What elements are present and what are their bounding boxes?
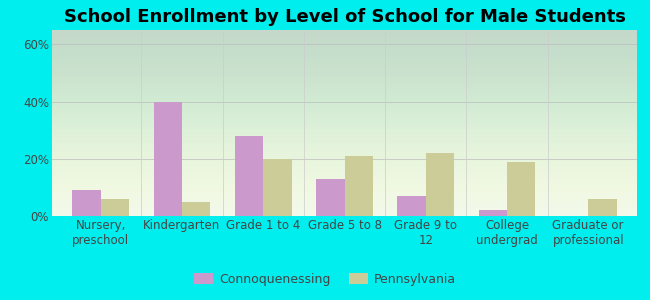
Bar bbox=[182, 202, 211, 216]
Bar bbox=[72, 190, 101, 216]
Title: School Enrollment by Level of School for Male Students: School Enrollment by Level of School for… bbox=[64, 8, 625, 26]
Bar bbox=[101, 199, 129, 216]
Bar bbox=[344, 156, 373, 216]
Bar bbox=[397, 196, 426, 216]
Bar bbox=[426, 153, 454, 216]
Bar bbox=[263, 159, 292, 216]
Bar bbox=[235, 136, 263, 216]
Bar bbox=[588, 199, 617, 216]
Bar bbox=[316, 179, 344, 216]
Legend: Connoquenessing, Pennsylvania: Connoquenessing, Pennsylvania bbox=[189, 268, 461, 291]
Bar bbox=[478, 210, 507, 216]
Bar bbox=[153, 101, 182, 216]
Bar bbox=[507, 162, 536, 216]
